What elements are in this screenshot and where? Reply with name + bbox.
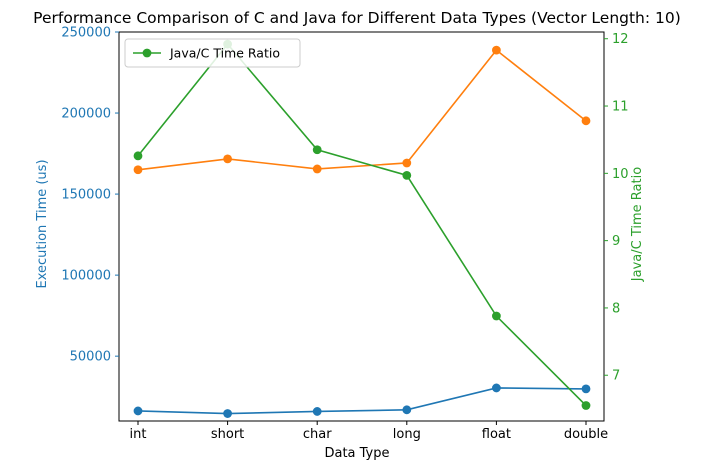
chart-title: Performance Comparison of C and Java for…	[33, 9, 681, 27]
series-1-point	[402, 405, 412, 415]
series-2-point	[223, 154, 233, 164]
left-y-tick-label: 200000	[61, 107, 111, 122]
x-tick-label: int	[130, 427, 147, 442]
series-2-point	[581, 116, 591, 126]
series-1-point	[133, 406, 143, 416]
legend-box	[124, 38, 301, 68]
series-3-point	[133, 151, 143, 161]
series-3-point	[492, 311, 501, 321]
series-3-point	[312, 145, 322, 155]
series-line-1	[137, 387, 587, 415]
left-y-tick-label: 100000	[61, 269, 111, 284]
x-tick-label: char	[303, 427, 332, 442]
series-2-point	[133, 165, 143, 175]
series-3-point	[402, 170, 412, 180]
x-tick-label: float	[482, 427, 511, 442]
series-line-2	[137, 49, 587, 171]
right-y-tick-label: 8	[612, 301, 620, 316]
x-tick-label: double	[564, 427, 608, 442]
series-2-point	[492, 45, 501, 55]
right-y-tick-label: 12	[612, 32, 629, 47]
right-y-tick-label: 11	[612, 100, 629, 115]
left-y-tick-label: 150000	[61, 188, 111, 203]
series-2-point	[312, 164, 322, 174]
series-1-point	[492, 383, 501, 393]
right-y-axis-label: Java/C Time Ratio	[630, 167, 645, 282]
plot-area: int short char long float double 50000 100000 15…	[61, 26, 628, 443]
right-y-tick-label: 10	[612, 167, 629, 182]
x-tick-label: short	[211, 427, 244, 442]
series-1-point	[223, 409, 233, 418]
left-y-tick-label: 50000	[70, 350, 111, 365]
x-axis-label: Data Type	[324, 446, 389, 461]
series-1-point	[312, 407, 322, 416]
series-2-point	[402, 158, 412, 168]
left-y-tick-label: 250000	[61, 26, 111, 41]
x-tick-label: long	[393, 427, 421, 442]
series-1-point	[581, 384, 591, 394]
series-line-3	[137, 42, 587, 407]
right-y-tick-label: 7	[612, 369, 620, 384]
left-y-axis-label: Execution Time (us)	[35, 159, 50, 288]
series-3-point	[581, 401, 591, 410]
right-y-tick-label: 9	[612, 234, 620, 249]
legend-label: Java/C Time Ratio	[169, 46, 280, 61]
legend-marker	[142, 48, 152, 58]
plot-frame	[118, 31, 605, 422]
